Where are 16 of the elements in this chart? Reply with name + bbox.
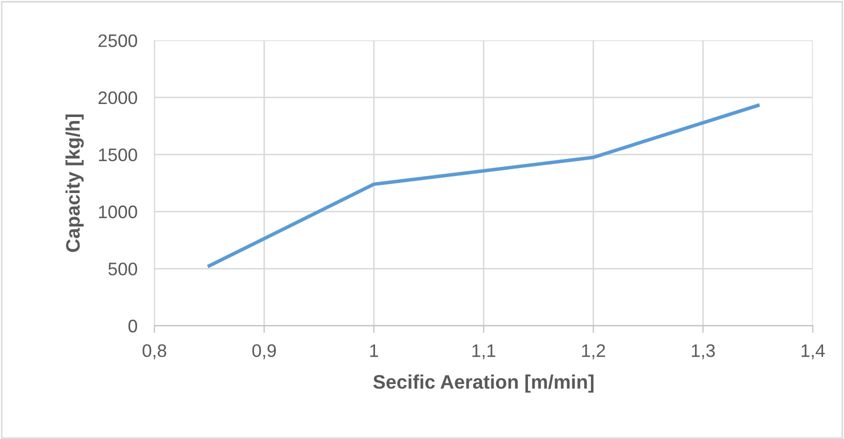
y-tick-label: 1000 [99, 206, 138, 218]
x-tick-label: 1,2 [582, 344, 605, 360]
y-tick-label: 2500 [98, 34, 138, 48]
x-tick-label: 1 [370, 344, 378, 357]
y-tick-label: 1500 [99, 148, 138, 162]
y-tick-label: 0 [128, 320, 138, 332]
y-tick-label: 500 [108, 262, 138, 276]
x-tick-label: 1,3 [692, 344, 715, 360]
y-axis-title: Capacity [kg/h] [66, 114, 84, 252]
x-tick-label: 0,8 [142, 344, 166, 360]
x-tick-label: 1,4 [802, 344, 825, 360]
y-tick-label: 2000 [98, 91, 138, 104]
line-series [208, 104, 760, 268]
x-tick-label: 1,1 [472, 344, 496, 360]
x-tick-label: 0,9 [252, 344, 276, 360]
x-axis-title: Secific Aeration [m/min] [373, 374, 594, 393]
